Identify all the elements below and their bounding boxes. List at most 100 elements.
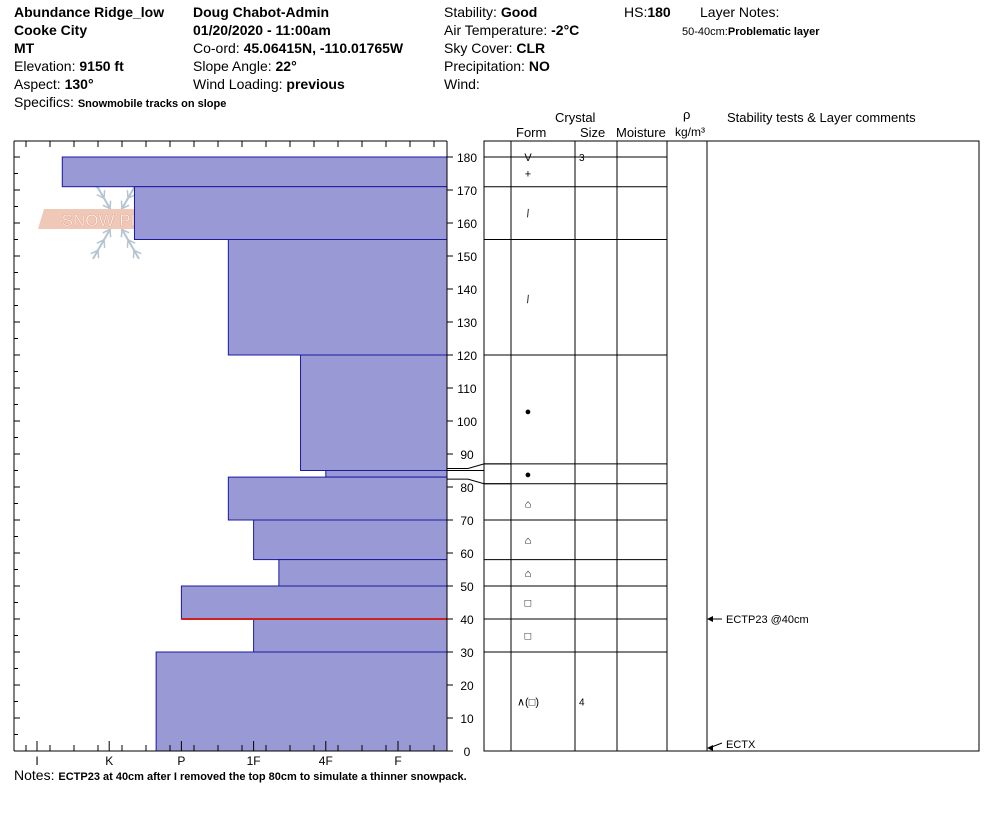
air-temp-value: -2°C bbox=[551, 22, 580, 38]
crystal-form-symbol: V bbox=[524, 152, 532, 164]
specifics-value: Snowmobile tracks on slope bbox=[77, 98, 227, 110]
snowflake-branch bbox=[103, 190, 106, 199]
hs-row: HS:180 bbox=[624, 4, 671, 20]
specifics-row: Specifics: Snowmobile tracks on slope bbox=[14, 94, 226, 112]
height-tick-label: 150 bbox=[457, 250, 477, 264]
aspect-row: Aspect: 130° bbox=[14, 76, 94, 92]
snowflake-branch bbox=[120, 200, 123, 209]
wind-label: Wind: bbox=[444, 76, 480, 92]
hardness-layer-bar bbox=[227, 239, 448, 356]
snowflake-branch bbox=[96, 194, 105, 199]
stability-test-label: ECTP23 @40cm bbox=[726, 614, 809, 626]
layer-connector bbox=[447, 463, 511, 469]
elevation-label: Elevation: bbox=[14, 58, 76, 74]
hardness-layer-bar bbox=[253, 618, 448, 653]
hardness-layer-bar bbox=[227, 476, 448, 521]
hardness-layer-bar bbox=[133, 186, 448, 240]
moisture-header: Moisture bbox=[616, 125, 666, 140]
layer-note-range: 50-40cm: bbox=[682, 26, 728, 38]
aspect-value: 130° bbox=[64, 76, 94, 92]
specifics-label: Specifics: bbox=[14, 94, 74, 110]
hardness-layer-bar bbox=[325, 470, 448, 478]
crystal-form-symbol: / bbox=[526, 294, 532, 307]
height-tick-label: 30 bbox=[460, 646, 474, 660]
snowflake-branch bbox=[97, 250, 100, 259]
snowflake-branch bbox=[121, 228, 130, 234]
hs-value: 180 bbox=[647, 4, 671, 20]
snowflake-branch bbox=[121, 204, 130, 210]
height-tick-label: 140 bbox=[457, 283, 477, 297]
elevation-row: Elevation: 9150 ft bbox=[14, 58, 124, 74]
hardness-tick-label: I bbox=[35, 754, 38, 768]
notes-label: Notes: bbox=[14, 767, 55, 783]
area-name: Cooke City bbox=[14, 22, 88, 38]
hardness-tick-label: 4F bbox=[319, 754, 333, 768]
form-header: Form bbox=[516, 125, 547, 140]
height-tick-label: 70 bbox=[460, 514, 474, 528]
height-tick-label: 130 bbox=[457, 316, 477, 330]
height-tick-label: 0 bbox=[464, 745, 471, 759]
elevation-value: 9150 ft bbox=[79, 58, 124, 74]
snowflake-branch bbox=[120, 229, 123, 238]
crystal-form-symbol: ∧(□) bbox=[517, 697, 539, 709]
coord-label: Co-ord: bbox=[193, 40, 240, 56]
crystal-form-symbol: + bbox=[525, 169, 531, 181]
slope-row: Slope Angle: 22° bbox=[193, 58, 297, 74]
precip-value: NO bbox=[528, 58, 550, 74]
hs-label: HS: bbox=[624, 4, 648, 20]
sky-label: Sky Cover: bbox=[444, 40, 513, 56]
notes-row: Notes: ECTP23 at 40cm after I removed th… bbox=[14, 767, 467, 785]
wind-loading-label: Wind Loading: bbox=[193, 76, 283, 92]
snowflake-branch bbox=[102, 228, 111, 234]
hardness-layer-bar bbox=[278, 559, 448, 587]
slope-value: 22° bbox=[275, 58, 297, 74]
height-tick-label: 160 bbox=[457, 217, 477, 231]
snowflake-branch bbox=[96, 239, 105, 244]
sky-value: CLR bbox=[516, 40, 546, 56]
stability-test-arrow-head bbox=[707, 745, 713, 751]
height-tick-label: 100 bbox=[457, 415, 477, 429]
size-header: Size bbox=[580, 125, 606, 140]
crystal-form-symbol: □ bbox=[525, 598, 532, 610]
sky-row: Sky Cover: CLR bbox=[444, 40, 545, 56]
location-name: Abundance Ridge_low bbox=[14, 4, 165, 20]
wind-loading-row: Wind Loading: previous bbox=[193, 76, 345, 92]
height-tick-label: 170 bbox=[457, 184, 477, 198]
height-tick-label: 120 bbox=[457, 349, 477, 363]
density-symbol: ρ bbox=[683, 107, 691, 122]
hardness-layer-bar bbox=[180, 585, 448, 620]
air-temp-row: Air Temperature: -2°C bbox=[444, 22, 579, 38]
hardness-tick-label: K bbox=[105, 754, 113, 768]
slope-label: Slope Angle: bbox=[193, 58, 272, 74]
precip-row: Precipitation: NO bbox=[444, 58, 550, 74]
hardness-layer-bar bbox=[61, 156, 448, 188]
snowflake-branch bbox=[126, 190, 129, 199]
stability-tests-header: Stability tests & Layer comments bbox=[727, 110, 916, 125]
stability-label: Stability: bbox=[444, 4, 497, 20]
snowflake-branch bbox=[102, 204, 111, 210]
snowflake-branch bbox=[126, 239, 129, 248]
height-tick-label: 80 bbox=[460, 481, 474, 495]
crystal-form-symbol: ● bbox=[525, 469, 532, 481]
hardness-layer-bar bbox=[300, 354, 448, 471]
stability-test-label: ECTX bbox=[726, 739, 756, 751]
hardness-tick-label: 1F bbox=[247, 754, 261, 768]
height-tick-label: 180 bbox=[457, 151, 477, 165]
snowflake-branch bbox=[109, 229, 112, 238]
snowflake-branch bbox=[133, 249, 142, 255]
height-tick-label: 90 bbox=[460, 448, 474, 462]
layer-notes-label: Layer Notes: bbox=[700, 4, 780, 20]
snowflake-branch bbox=[109, 200, 112, 209]
hardness-tick-label: P bbox=[177, 754, 185, 768]
precip-label: Precipitation: bbox=[444, 58, 525, 74]
density-unit: kg/m³ bbox=[675, 125, 705, 139]
stability-row: Stability: Good bbox=[444, 4, 537, 20]
hardness-layer-bar bbox=[253, 519, 448, 561]
observer-name: Doug Chabot-Admin bbox=[193, 4, 330, 20]
coord-value: 45.06415N, -110.01765W bbox=[243, 40, 404, 56]
height-tick-label: 60 bbox=[460, 547, 474, 561]
notes-text: ECTP23 at 40cm after I removed the top 8… bbox=[58, 771, 467, 783]
crystal-form-symbol: / bbox=[526, 208, 532, 221]
crystal-table-frame bbox=[483, 140, 980, 752]
